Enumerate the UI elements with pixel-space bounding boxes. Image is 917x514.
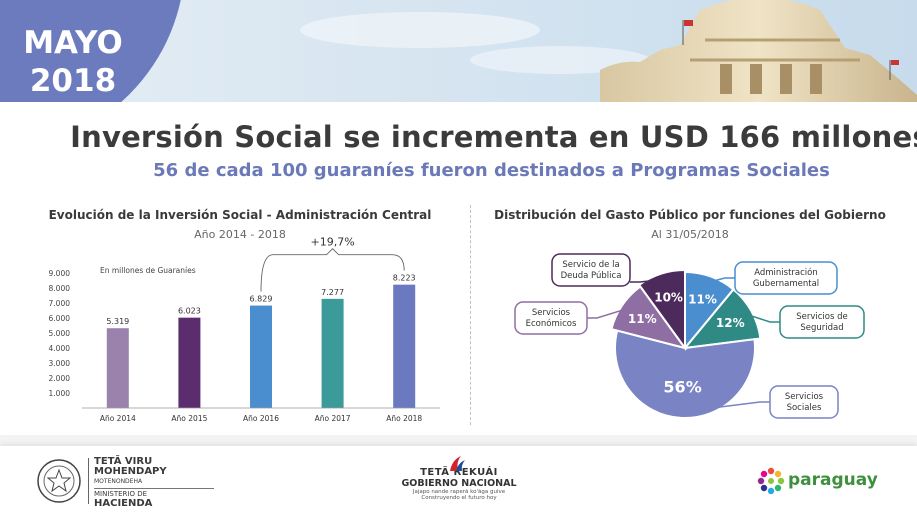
- bar-value-label: 5.319: [106, 317, 129, 326]
- bar-value-label: 8.223: [393, 274, 416, 283]
- bar-value-label: 7.277: [321, 288, 344, 297]
- bar: [178, 317, 201, 408]
- pie-value-label: 11%: [628, 312, 657, 326]
- pie-callout-line: [680, 401, 770, 413]
- pie-callout-label: Administración: [754, 267, 818, 278]
- ministry-divider: [88, 458, 89, 504]
- bar: [393, 284, 416, 408]
- date-label: MAYO 2018: [0, 24, 146, 100]
- pie-slice: [614, 329, 756, 419]
- y-tick-label: 1.000: [49, 389, 71, 398]
- growth-brace: [260, 248, 405, 292]
- x-tick-label: Año 2014: [100, 414, 136, 423]
- y-tick-label: 4.000: [49, 344, 71, 353]
- pie-chart-title: Distribución del Gasto Público por funci…: [494, 208, 886, 222]
- paraguay-brand-text: paraguay: [788, 470, 878, 490]
- government-line-1: TETÃ REKUÁI: [420, 467, 498, 478]
- x-axis: Año 2014 Año 2015 Año 2016 Año 2017 Año 2018: [82, 407, 440, 423]
- building-dome-image: [300, 0, 917, 102]
- y-tick-label: 2.000: [49, 374, 71, 383]
- y-tick-label: 6.000: [49, 314, 71, 323]
- pie-callout-label: Servicios: [785, 392, 824, 402]
- pie-value-label: 10%: [654, 291, 683, 305]
- pie-value-label: 11%: [688, 292, 717, 306]
- main-title: Inversión Social se incrementa en USD 16…: [70, 120, 917, 154]
- growth-annotation: +19,7%: [260, 236, 405, 292]
- pie-callout-label: Servicios de: [796, 312, 848, 322]
- y-axis: 1.000 2.000 3.000 4.000 5.000 6.000 7.000 8.000…: [49, 269, 71, 398]
- government-flame-icon: [450, 456, 465, 471]
- pie-callout-box: [514, 301, 588, 335]
- pie-callout-label: Económicos: [526, 318, 577, 329]
- paraguay-brand-icon: [757, 467, 785, 495]
- pie-callout-label: Seguridad: [800, 323, 843, 333]
- bar: [321, 298, 344, 408]
- ministry-line-3: MOTENONDEHA: [94, 478, 143, 485]
- government-line-4: Construyendo el futuro hoy: [421, 495, 497, 501]
- pie-slices: [610, 268, 762, 419]
- pie-callout-line: [746, 313, 780, 323]
- pie-value-label: 12%: [716, 316, 745, 330]
- ministry-line-5: HACIENDA: [94, 498, 153, 509]
- y-tick-label: 3.000: [49, 359, 71, 368]
- bar: [250, 305, 272, 408]
- ministry-logo-text: TETÃ VIRU MOHENDAPY MOTENONDEHA MINISTER…: [94, 457, 214, 509]
- bars: 5.319 6.023 6.829 7.277 8.223: [106, 274, 416, 408]
- pie-callout-box: [551, 253, 631, 287]
- pie-chart-subtitle: Al 31/05/2018: [651, 228, 729, 241]
- footer-separator: [0, 435, 917, 447]
- pie-callout-label: Servicios: [532, 308, 571, 318]
- year-label: 2018: [29, 63, 117, 99]
- pie-callout-box: [769, 385, 839, 419]
- pie-callout-label: Deuda Pública: [561, 271, 622, 281]
- main-subtitle: 56 de cada 100 guaraníes fueron destinad…: [153, 160, 830, 181]
- bar-chart-title: Evolución de la Inversión Social - Admin…: [48, 208, 432, 222]
- y-tick-label: 5.000: [49, 329, 71, 338]
- pie-slice: [610, 285, 688, 350]
- pie-callout-box: [779, 305, 865, 339]
- y-tick-label: 9.000: [49, 269, 71, 278]
- bar-chart-subtitle: Año 2014 - 2018: [194, 228, 286, 241]
- pie-callout-label: Gubernamental: [753, 279, 819, 289]
- y-tick-label: 8.000: [49, 284, 71, 293]
- month-label: MAYO: [23, 25, 123, 61]
- bar: [106, 328, 129, 408]
- panel-divider: [470, 205, 471, 425]
- bar-chart: 1.000 2.000 3.000 4.000 5.000 6.000 7.000 8.000…: [49, 236, 440, 423]
- y-axis-label: En millones de Guaraníes: [100, 266, 196, 275]
- pie-slice: [684, 270, 735, 351]
- pie-callout-line: [587, 307, 628, 319]
- pie-value-label: 56%: [663, 377, 701, 396]
- government-line-3: Jajapo nande raperã ko'ãga guive: [412, 489, 506, 495]
- pie-callout-label: Sociales: [787, 403, 822, 413]
- national-seal-icon: [37, 459, 81, 503]
- header-banner: MAYO 2018: [0, 0, 917, 102]
- ministry-line-1: TETÃ VIRU: [94, 456, 153, 467]
- footer: TETÃ VIRU MOHENDAPY MOTENONDEHA MINISTER…: [0, 446, 917, 514]
- pie-callout-label: Servicio de la: [562, 260, 619, 270]
- pie-callout-line: [708, 277, 735, 283]
- y-tick-label: 7.000: [49, 299, 71, 308]
- x-tick-label: Año 2018: [386, 414, 422, 423]
- bar-value-label: 6.829: [250, 295, 273, 304]
- government-logo: TETÃ REKUÁI GOBIERNO NACIONAL Jajapo nan…: [398, 456, 520, 501]
- x-tick-label: Año 2016: [243, 414, 279, 423]
- government-line-2: GOBIERNO NACIONAL: [401, 478, 517, 489]
- x-tick-label: Año 2017: [315, 414, 351, 423]
- pie-callout-box: [734, 261, 838, 295]
- pie-value-labels: 11% 12% 56% 11% 10%: [628, 291, 745, 397]
- growth-label: +19,7%: [311, 236, 355, 249]
- pie-callout-line: [630, 278, 663, 283]
- pie-slice: [637, 268, 686, 352]
- ministry-line-2: MOHENDAPY: [94, 466, 167, 477]
- bar-value-label: 6.023: [178, 307, 201, 316]
- ministry-line-4: MINISTERIO DE: [94, 488, 214, 499]
- x-tick-label: Año 2015: [171, 414, 207, 423]
- pie-slice: [682, 288, 762, 350]
